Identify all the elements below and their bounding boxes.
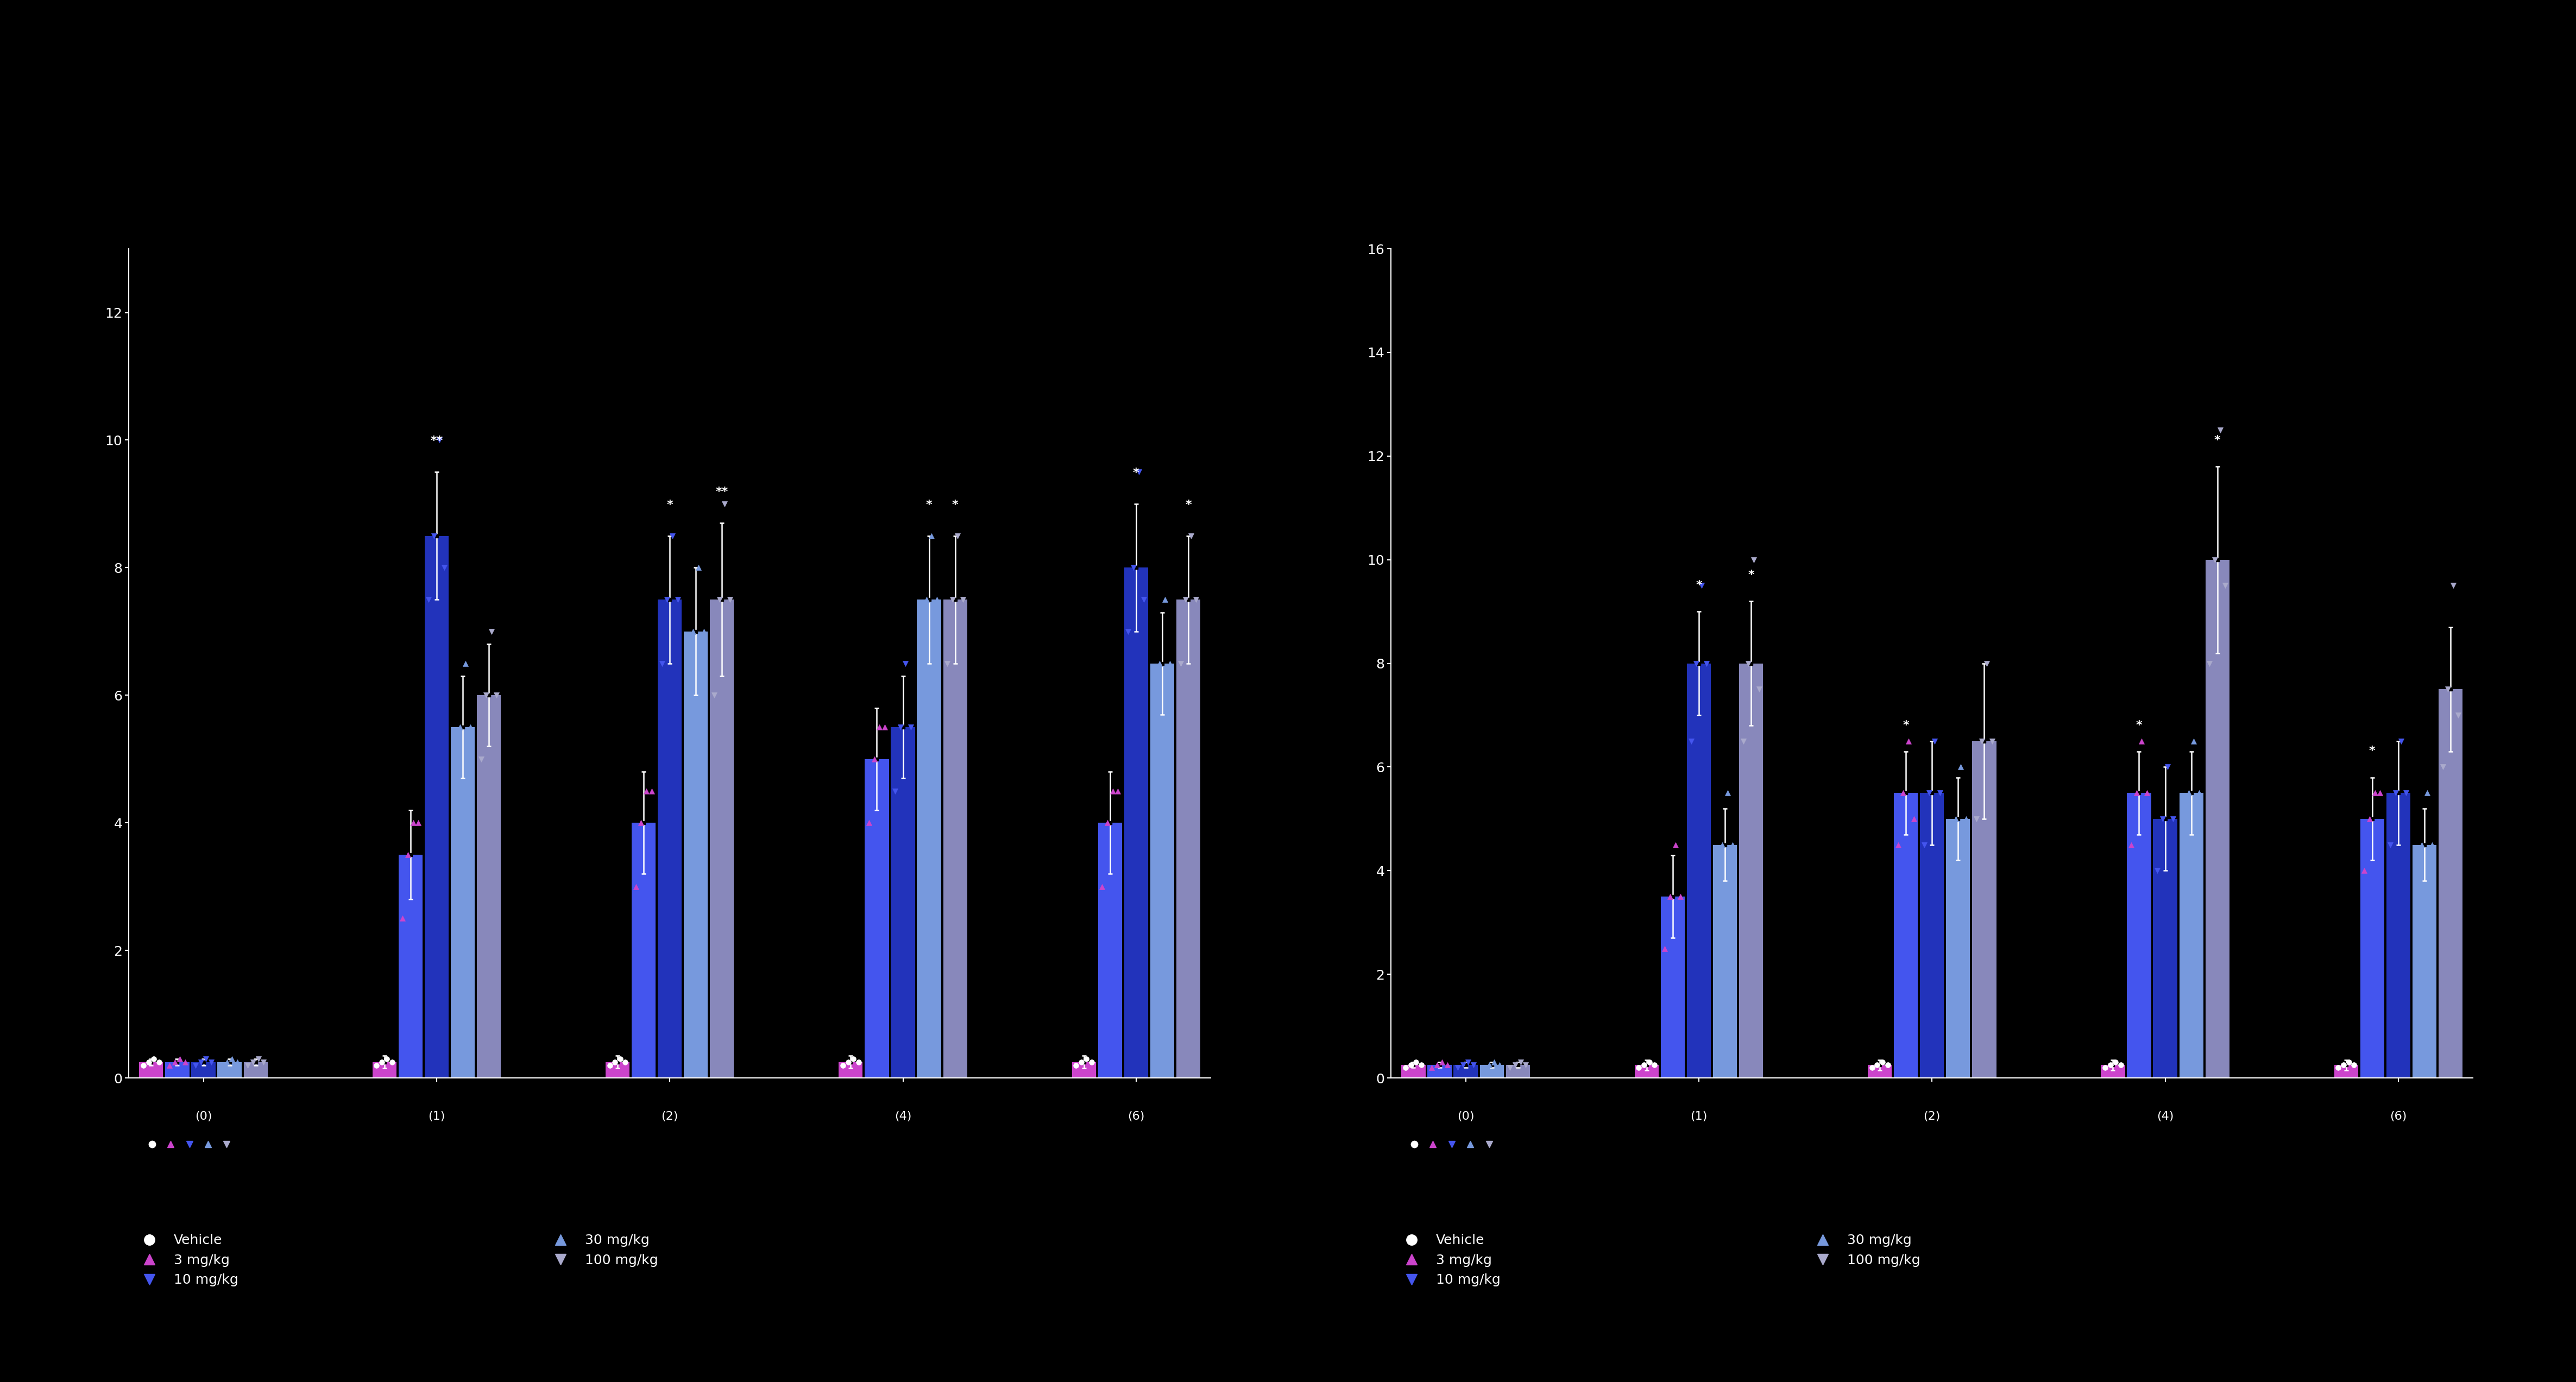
Bar (1687, 663, 1710, 1078)
Bar (657, 600, 683, 1078)
Bar (2179, 793, 2202, 1078)
Text: *: * (2215, 435, 2221, 445)
Text: **: ** (430, 435, 443, 446)
Text: *: * (1185, 499, 1193, 510)
Bar (631, 822, 657, 1078)
Bar (1868, 1066, 1891, 1078)
Text: (1): (1) (1690, 1111, 1708, 1122)
Text: *: * (2370, 746, 2375, 757)
Bar (1177, 600, 1200, 1078)
Bar (1427, 1066, 1450, 1078)
Text: *: * (667, 499, 672, 510)
Bar (1739, 663, 1762, 1078)
Bar (425, 536, 448, 1078)
Bar (1893, 793, 1919, 1078)
Bar (840, 1061, 863, 1078)
Bar (1123, 568, 1149, 1078)
Text: *: * (1695, 580, 1703, 591)
Text: (4): (4) (894, 1111, 912, 1122)
Bar (1151, 663, 1175, 1078)
Legend: 30 mg/kg, 100 mg/kg: 30 mg/kg, 100 mg/kg (546, 1234, 657, 1267)
Text: (2): (2) (1924, 1111, 1940, 1122)
Text: *: * (1749, 569, 1754, 580)
Bar (2205, 560, 2228, 1078)
Bar (1479, 1066, 1504, 1078)
Bar (2102, 1066, 2125, 1078)
Bar (2360, 818, 2385, 1078)
Bar (2128, 793, 2151, 1078)
Text: (1): (1) (428, 1111, 446, 1122)
Bar (139, 1061, 162, 1078)
Bar (1072, 1061, 1095, 1078)
Text: *: * (1904, 720, 1909, 731)
Bar (891, 727, 914, 1078)
Bar (477, 695, 500, 1078)
Bar (943, 600, 966, 1078)
Bar (1945, 818, 1971, 1078)
Bar (683, 632, 708, 1078)
Bar (2439, 690, 2463, 1078)
Bar (2334, 1066, 2357, 1078)
Bar (399, 854, 422, 1078)
Bar (191, 1061, 216, 1078)
Bar (1713, 844, 1736, 1078)
Bar (1097, 822, 1123, 1078)
Text: (0): (0) (1458, 1111, 1473, 1122)
Bar (216, 1061, 242, 1078)
Bar (2154, 818, 2177, 1078)
Text: (2): (2) (662, 1111, 677, 1122)
Bar (2414, 844, 2437, 1078)
Bar (245, 1061, 268, 1078)
Bar (711, 600, 734, 1078)
Text: **: ** (716, 486, 729, 498)
Bar (1453, 1066, 1479, 1078)
Text: (6): (6) (1128, 1111, 1144, 1122)
Bar (1919, 793, 1945, 1078)
Text: *: * (1133, 467, 1139, 478)
Text: (6): (6) (2391, 1111, 2406, 1122)
Text: (0): (0) (196, 1111, 211, 1122)
Bar (165, 1061, 188, 1078)
Bar (917, 600, 940, 1078)
Bar (451, 727, 474, 1078)
Bar (1507, 1066, 1530, 1078)
Legend: 30 mg/kg, 100 mg/kg: 30 mg/kg, 100 mg/kg (1808, 1234, 1919, 1267)
Bar (374, 1061, 397, 1078)
Bar (2385, 793, 2411, 1078)
Text: *: * (2136, 720, 2143, 731)
Bar (1973, 741, 1996, 1078)
Text: *: * (953, 499, 958, 510)
Bar (605, 1061, 629, 1078)
Bar (1401, 1066, 1425, 1078)
Text: *: * (925, 499, 933, 510)
Bar (866, 759, 889, 1078)
Bar (1636, 1066, 1659, 1078)
Bar (1662, 897, 1685, 1078)
Text: (4): (4) (2156, 1111, 2174, 1122)
